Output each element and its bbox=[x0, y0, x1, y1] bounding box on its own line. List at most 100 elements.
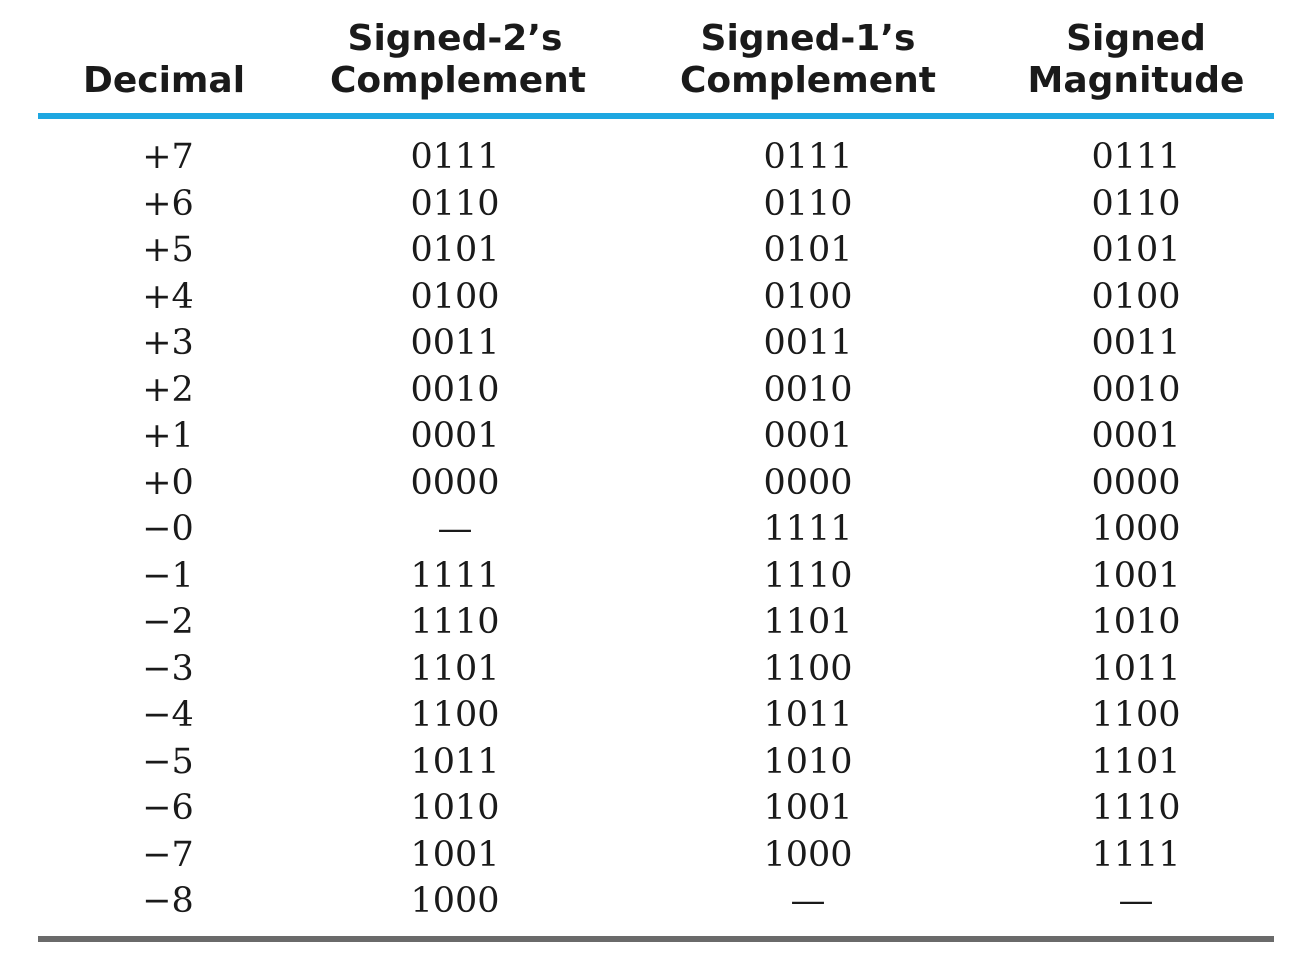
table-row: +4 0100 0100 0100 bbox=[38, 274, 1274, 321]
cell-decimal: +4 bbox=[142, 276, 194, 317]
cell-decimal: −4 bbox=[142, 695, 194, 735]
table-row: −2 1110 1101 1010 bbox=[38, 599, 1274, 646]
header-sm-line2: Magnitude bbox=[1027, 60, 1245, 101]
cell-decimal: −0 bbox=[142, 509, 194, 549]
header-2s-line1: Signed-2’s bbox=[347, 18, 563, 59]
cell-signed-2s: 0001 bbox=[410, 416, 500, 456]
cell-signed-2s: 1111 bbox=[410, 555, 500, 596]
table-row: +2 0010 0010 0010 bbox=[38, 367, 1274, 414]
header-signed-2s-complement: Signed-2’s Complement bbox=[330, 18, 586, 102]
cell-signed-1s: 0000 bbox=[763, 462, 853, 503]
cell-signed-magnitude: 0100 bbox=[1091, 276, 1181, 317]
cell-signed-1s: 0100 bbox=[763, 276, 853, 317]
cell-signed-magnitude: 1111 bbox=[1091, 834, 1181, 875]
cell-signed-2s: 0000 bbox=[410, 462, 500, 503]
cell-signed-2s: 1110 bbox=[410, 602, 500, 642]
table-row: −5 1011 1010 1101 bbox=[38, 739, 1274, 786]
cell-signed-2s: — bbox=[437, 509, 473, 549]
cell-signed-magnitude: 1110 bbox=[1091, 788, 1181, 828]
footer-rule bbox=[38, 936, 1274, 942]
header-2s-line2: Complement bbox=[330, 60, 586, 101]
cell-signed-magnitude: 1100 bbox=[1091, 695, 1181, 735]
table-header: Decimal Signed-2’s Complement Signed-1’s… bbox=[38, 0, 1274, 116]
cell-signed-magnitude: 1000 bbox=[1091, 509, 1181, 549]
cell-signed-1s: 0111 bbox=[763, 137, 853, 177]
table-row: +5 0101 0101 0101 bbox=[38, 227, 1274, 274]
cell-decimal: +1 bbox=[142, 416, 194, 456]
cell-signed-1s: 0011 bbox=[763, 323, 853, 363]
cell-signed-1s: 1101 bbox=[763, 602, 853, 642]
cell-signed-2s: 1101 bbox=[410, 648, 500, 689]
header-signed-magnitude: Signed Magnitude bbox=[1018, 18, 1254, 102]
cell-signed-1s: — bbox=[790, 881, 826, 921]
cell-signed-magnitude: 0010 bbox=[1091, 369, 1181, 410]
table-row: +1 0001 0001 0001 bbox=[38, 413, 1274, 460]
cell-decimal: +0 bbox=[142, 462, 194, 503]
cell-signed-1s: 1111 bbox=[763, 509, 853, 549]
table-row: +3 0011 0011 0011 bbox=[38, 320, 1274, 367]
cell-signed-2s: 0101 bbox=[410, 230, 500, 270]
cell-decimal: −2 bbox=[142, 602, 194, 642]
table-row: −6 1010 1001 1110 bbox=[38, 785, 1274, 832]
cell-decimal: −1 bbox=[142, 555, 194, 596]
cell-signed-magnitude: 1001 bbox=[1091, 555, 1181, 596]
cell-signed-2s: 1011 bbox=[410, 741, 500, 782]
cell-signed-1s: 0010 bbox=[763, 369, 853, 410]
cell-signed-magnitude: 0110 bbox=[1091, 183, 1181, 224]
cell-signed-2s: 1010 bbox=[410, 788, 500, 828]
table-row: +7 0111 0111 0111 bbox=[38, 134, 1274, 181]
header-sm-line1: Signed bbox=[1066, 18, 1206, 59]
header-decimal-line2: Decimal bbox=[82, 60, 246, 101]
cell-signed-1s: 1000 bbox=[763, 834, 853, 875]
cell-signed-2s: 1000 bbox=[410, 881, 500, 921]
cell-decimal: +3 bbox=[142, 323, 194, 363]
cell-signed-1s: 0101 bbox=[763, 230, 853, 270]
cell-signed-1s: 1110 bbox=[763, 555, 853, 596]
table-row: −7 1001 1000 1111 bbox=[38, 832, 1274, 879]
table-row: +6 0110 0110 0110 bbox=[38, 181, 1274, 228]
cell-decimal: −3 bbox=[142, 648, 194, 689]
cell-signed-2s: 0111 bbox=[410, 137, 500, 177]
cell-signed-magnitude: 0000 bbox=[1091, 462, 1181, 503]
cell-decimal: +6 bbox=[142, 183, 194, 224]
header-1s-line1: Signed-1’s bbox=[700, 18, 916, 59]
cell-signed-2s: 0011 bbox=[410, 323, 500, 363]
table-row: −8 1000 — — bbox=[38, 878, 1274, 925]
cell-signed-magnitude: 1011 bbox=[1091, 648, 1181, 689]
cell-signed-2s: 0110 bbox=[410, 183, 500, 224]
header-1s-line2: Complement bbox=[680, 60, 936, 101]
cell-signed-2s: 1001 bbox=[410, 834, 500, 875]
cell-signed-2s: 0010 bbox=[410, 369, 500, 410]
cell-signed-1s: 0110 bbox=[763, 183, 853, 224]
cell-signed-magnitude: 1010 bbox=[1091, 602, 1181, 642]
cell-signed-1s: 1011 bbox=[763, 695, 853, 735]
table-row: −3 1101 1100 1011 bbox=[38, 646, 1274, 693]
header-signed-1s-complement: Signed-1’s Complement bbox=[678, 18, 938, 102]
cell-signed-1s: 0001 bbox=[763, 416, 853, 456]
table-row: −1 1111 1110 1001 bbox=[38, 553, 1274, 600]
cell-signed-magnitude: 0011 bbox=[1091, 323, 1181, 363]
cell-signed-magnitude: 1101 bbox=[1091, 741, 1181, 782]
cell-signed-1s: 1001 bbox=[763, 788, 853, 828]
header-decimal: Decimal bbox=[38, 60, 290, 102]
cell-signed-2s: 0100 bbox=[410, 276, 500, 317]
cell-signed-1s: 1010 bbox=[763, 741, 853, 782]
cell-signed-magnitude: — bbox=[1118, 881, 1154, 921]
table-row: −4 1100 1011 1100 bbox=[38, 692, 1274, 739]
cell-decimal: +5 bbox=[142, 230, 194, 270]
cell-signed-magnitude: 0001 bbox=[1091, 416, 1181, 456]
cell-signed-2s: 1100 bbox=[410, 695, 500, 735]
cell-decimal: −6 bbox=[142, 788, 194, 828]
cell-signed-magnitude: 0101 bbox=[1091, 230, 1181, 270]
table-row: +0 0000 0000 0000 bbox=[38, 460, 1274, 507]
cell-decimal: −8 bbox=[142, 881, 194, 921]
cell-decimal: −5 bbox=[142, 741, 194, 782]
cell-signed-1s: 1100 bbox=[763, 648, 853, 689]
table-body: +7 0111 0111 0111 +6 0110 0110 0110 +5 0101 0101 01… bbox=[38, 134, 1274, 925]
table-row: −0 — 1111 1000 bbox=[38, 506, 1274, 553]
cell-decimal: +7 bbox=[142, 137, 194, 177]
cell-decimal: −7 bbox=[142, 834, 194, 875]
cell-signed-magnitude: 0111 bbox=[1091, 137, 1181, 177]
header-rule bbox=[38, 113, 1274, 119]
cell-decimal: +2 bbox=[142, 369, 194, 410]
